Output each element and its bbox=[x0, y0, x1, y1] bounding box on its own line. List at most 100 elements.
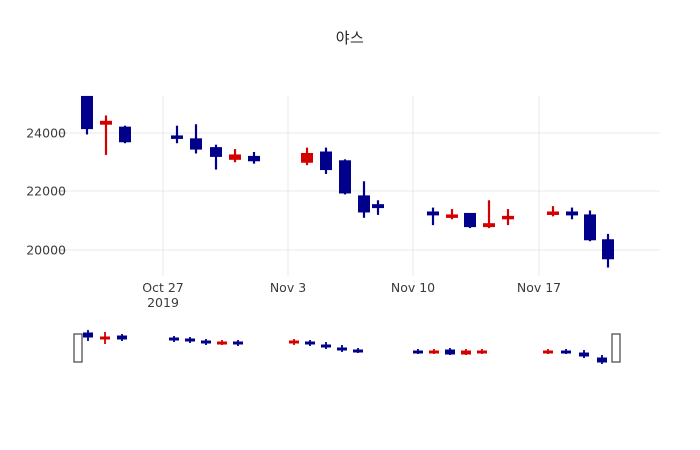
candle-body bbox=[119, 126, 131, 143]
rangeslider-candlestick bbox=[83, 330, 93, 341]
rangeslider-candle-body bbox=[413, 350, 423, 354]
rangeslider-handle-right[interactable] bbox=[611, 333, 621, 363]
candle-body bbox=[483, 223, 495, 228]
candle-body bbox=[229, 154, 241, 160]
candlestick bbox=[464, 212, 476, 229]
rangeslider-candle-body bbox=[217, 341, 227, 345]
rangeslider-candle-body bbox=[100, 336, 110, 340]
rangeslider-candlestick bbox=[233, 340, 243, 346]
rangeslider-candle-body bbox=[289, 340, 299, 344]
candle-body bbox=[81, 95, 93, 130]
candle-body bbox=[427, 211, 439, 216]
y-axis: 20000 22000 24000 bbox=[0, 0, 66, 450]
rangeslider-candle-body bbox=[543, 350, 553, 354]
rangeslider-candle-body bbox=[461, 350, 471, 355]
rangeslider-candlestick bbox=[445, 348, 455, 355]
candlestick bbox=[483, 200, 495, 229]
rangeslider-candlestick bbox=[413, 349, 423, 354]
rangeslider-candlestick bbox=[461, 349, 471, 355]
rangeslider-candle-body bbox=[321, 344, 331, 348]
candlestick bbox=[100, 115, 112, 155]
candle-body bbox=[190, 138, 202, 150]
x-axis-tick-label: Nov 17 bbox=[516, 280, 562, 295]
candle-body bbox=[602, 239, 614, 260]
rangeslider-candlestick bbox=[117, 334, 127, 341]
candlestick bbox=[339, 159, 351, 195]
rangeslider-candlestick bbox=[217, 340, 227, 345]
y-axis-tick-label: 20000 bbox=[26, 242, 66, 258]
y-axis-tick-label: 24000 bbox=[26, 125, 66, 141]
candlestick bbox=[81, 95, 93, 135]
rangeslider-candlestick bbox=[429, 349, 439, 354]
candlestick bbox=[566, 207, 578, 220]
candle-body bbox=[372, 204, 384, 209]
rangeslider-candle-body bbox=[233, 341, 243, 345]
candle-body bbox=[210, 147, 222, 157]
candle-body bbox=[320, 151, 332, 171]
y-axis-tick-label: 22000 bbox=[26, 183, 66, 199]
candle-body bbox=[584, 214, 596, 241]
candlestick bbox=[229, 149, 241, 163]
candlestick bbox=[502, 209, 514, 226]
candle-body bbox=[248, 155, 260, 162]
rangeslider-candle-body bbox=[579, 352, 589, 357]
rangeslider-candle-body bbox=[445, 349, 455, 355]
rangeslider-candle-body bbox=[353, 349, 363, 353]
candle-body bbox=[339, 160, 351, 194]
rangeslider-candlestick bbox=[201, 339, 211, 345]
candlestick bbox=[171, 125, 183, 144]
candle-body bbox=[171, 135, 183, 139]
rangeslider-candlestick bbox=[305, 340, 315, 346]
rangeslider-candle-body bbox=[337, 347, 347, 351]
candlestick bbox=[210, 144, 222, 170]
rangeslider-candlestick bbox=[477, 349, 487, 354]
candle-body bbox=[446, 214, 458, 218]
rangeslider-candlestick bbox=[543, 349, 553, 354]
rangeslider-handle-left[interactable] bbox=[73, 333, 83, 363]
candlestick bbox=[584, 210, 596, 242]
candle-body bbox=[358, 195, 370, 213]
rangeslider-candle-body bbox=[561, 350, 571, 354]
rangeslider-candle-body bbox=[477, 350, 487, 354]
candlestick bbox=[427, 207, 439, 226]
rangeslider-candle-body bbox=[117, 335, 127, 340]
candlestick bbox=[547, 206, 559, 217]
candlestick bbox=[358, 181, 370, 218]
rangeslider-candle-body bbox=[201, 340, 211, 344]
x-axis-tick-label: Nov 10 bbox=[390, 280, 436, 295]
rangeslider-candlestick bbox=[337, 345, 347, 352]
candle-body bbox=[464, 212, 476, 228]
rangeslider-candle-body bbox=[305, 341, 315, 345]
rangeslider-candlestick bbox=[353, 348, 363, 353]
chart-title: 야스 bbox=[335, 29, 365, 47]
candle-body bbox=[100, 120, 112, 125]
candle-body bbox=[547, 211, 559, 215]
range-slider[interactable] bbox=[60, 132, 621, 364]
candlestick bbox=[602, 233, 614, 268]
candlestick bbox=[446, 209, 458, 220]
candlestick bbox=[248, 152, 260, 164]
candle-body bbox=[566, 211, 578, 216]
rangeslider-candlestick bbox=[561, 349, 571, 354]
rangeslider-candlestick bbox=[289, 339, 299, 345]
candlestick bbox=[320, 147, 332, 174]
candlestick bbox=[301, 147, 313, 166]
x-axis-tick-label: Nov 3 bbox=[269, 280, 307, 295]
rangeslider-candlestick bbox=[169, 336, 179, 342]
rangeslider-candle-body bbox=[169, 337, 179, 341]
rangeslider-candlestick bbox=[597, 355, 607, 364]
candlestick bbox=[119, 125, 131, 144]
candle-body bbox=[502, 215, 514, 220]
rangeslider-candlestick bbox=[185, 337, 195, 343]
rangeslider-candlestick bbox=[100, 332, 110, 344]
rangeslider-candle-body bbox=[597, 357, 607, 363]
rangeslider-candle-body bbox=[83, 332, 93, 338]
rangeslider-candlestick bbox=[321, 342, 331, 349]
candlestick bbox=[372, 200, 384, 215]
rangeslider-candle-body bbox=[429, 350, 439, 354]
x-axis-tick-label: Oct 27 2019 bbox=[142, 280, 184, 310]
candlestick bbox=[190, 124, 202, 154]
